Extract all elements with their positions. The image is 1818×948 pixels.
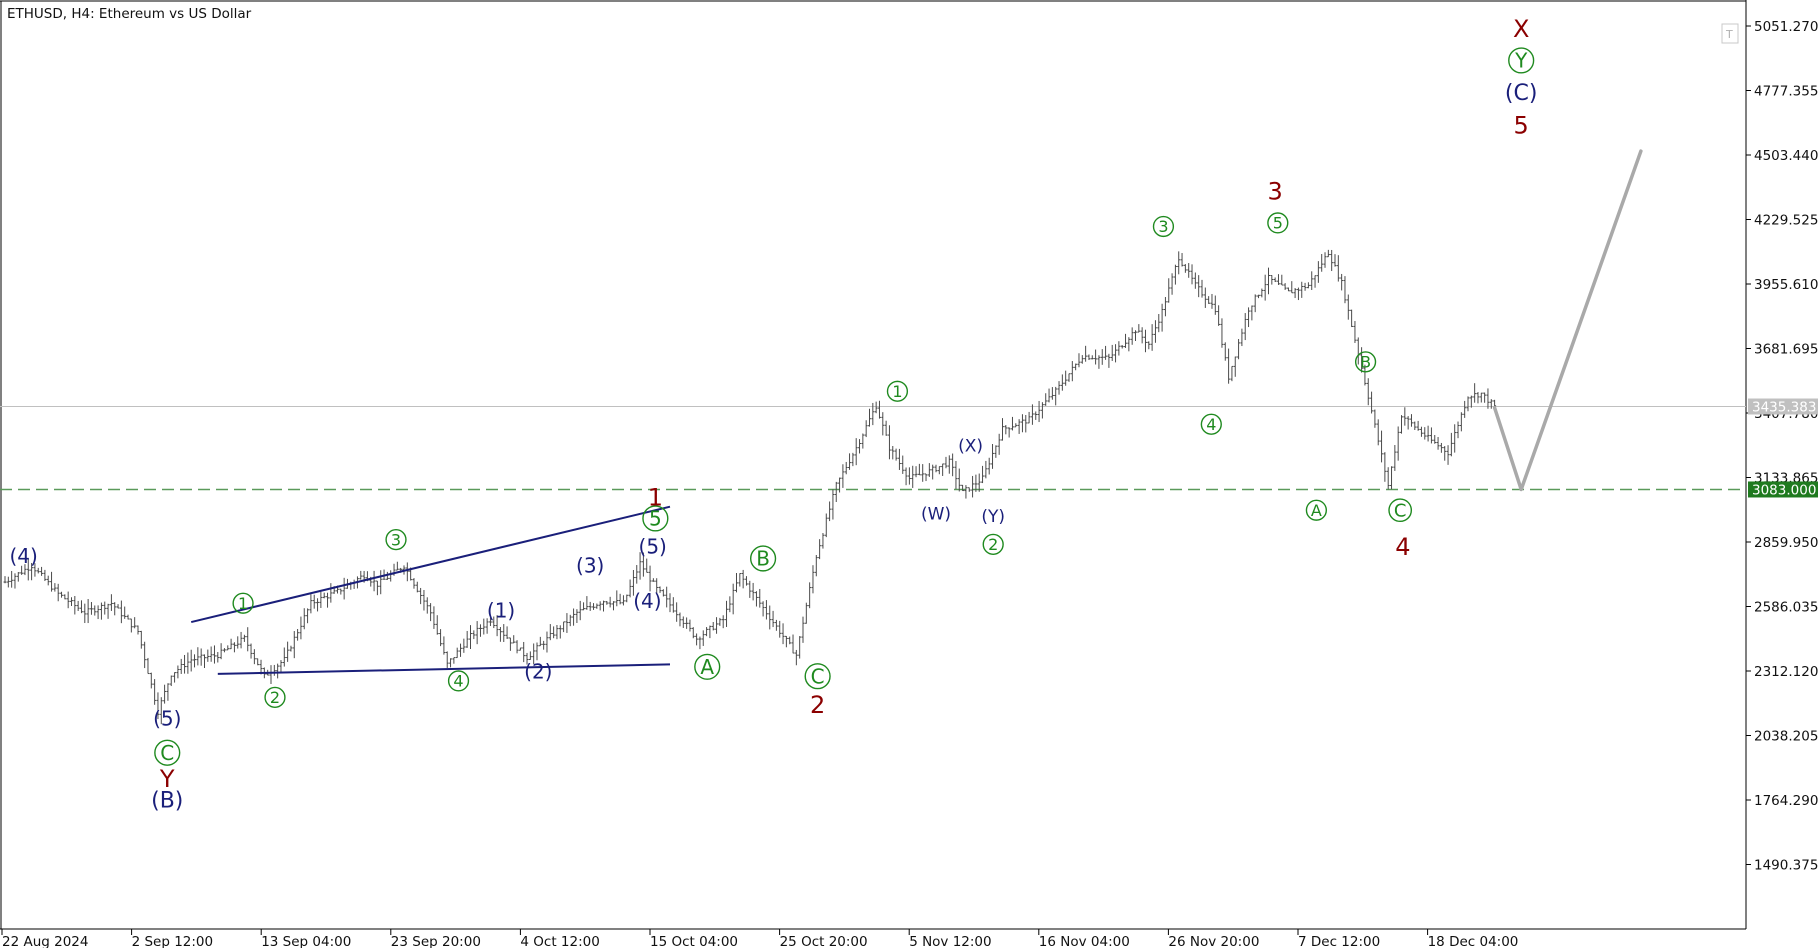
support-price-tag: 3083.000 — [1748, 481, 1818, 498]
wave-label: 3 — [391, 530, 401, 549]
time-tick-label: 2 Sep 12:00 — [132, 934, 214, 948]
wave-labels: (4)(5)CY(B)1234(1)(2)(3)(4)(5)51ABC21(W)… — [9, 15, 1537, 813]
wave-label-circle — [1200, 413, 1222, 435]
trendline[interactable] — [217, 663, 671, 675]
wave-label: X — [1513, 15, 1529, 43]
wave-label: (5) — [639, 535, 667, 559]
price-tick-label: 2859.950 — [1754, 535, 1818, 551]
price-tick-label: 3681.695 — [1754, 342, 1818, 358]
wave-label: C — [811, 664, 825, 688]
wave-label-circle — [264, 686, 286, 709]
current-price-tag: 3435.383 — [1748, 398, 1818, 416]
time-tick-label: 4 Oct 12:00 — [520, 934, 599, 948]
wave-label-circle — [1354, 351, 1377, 373]
wave-label: 5 — [649, 507, 662, 531]
wave-label: 5 — [1273, 214, 1283, 233]
wave-label: Y — [1514, 49, 1528, 73]
price-axis: 5051.270 4777.355 4503.440 4229.525 3955.610… — [1746, 19, 1818, 874]
wave-label-circle — [1152, 215, 1175, 238]
wave-label-circle — [1508, 47, 1535, 74]
time-axis: 22 Aug 2024 2 Sep 12:00 13 Sep 04:00 23 Sep… — [1, 929, 1519, 948]
price-tick-label: 4777.355 — [1754, 84, 1818, 100]
wave-label: Y — [159, 765, 175, 793]
svg-text:3435.383: 3435.383 — [1752, 400, 1816, 416]
price-tick-label: 2312.120 — [1754, 664, 1818, 680]
wave-label: (X) — [958, 436, 983, 456]
time-tick-label: 25 Oct 20:00 — [780, 934, 868, 948]
wave-label: 3 — [1268, 178, 1283, 206]
wave-label: 2 — [270, 688, 280, 707]
wave-label-circle — [642, 505, 669, 532]
price-tick-label: 1764.290 — [1754, 793, 1818, 809]
wave-label: 1 — [892, 382, 902, 401]
wave-label: 1 — [648, 484, 663, 512]
price-tick-label: 2586.035 — [1754, 600, 1818, 616]
price-tick-label: 2038.205 — [1754, 729, 1818, 745]
chart-title: ETHUSD, H4: Ethereum vs US Dollar — [7, 6, 252, 22]
wave-label: 2 — [810, 691, 825, 719]
time-tick-label: 23 Sep 20:00 — [391, 934, 481, 948]
trendlines[interactable] — [190, 505, 671, 675]
wave-label-circle — [154, 739, 181, 766]
price-tick-label: 1490.375 — [1754, 858, 1818, 874]
time-tick-label: 22 Aug 2024 — [2, 934, 88, 948]
wave-label: C — [160, 741, 174, 765]
wave-label: (W) — [921, 505, 951, 525]
wave-label: 2 — [988, 535, 998, 554]
wave-label-circle — [447, 670, 470, 692]
wave-label: (Y) — [981, 507, 1005, 527]
time-tick-label: 18 Dec 04:00 — [1428, 934, 1519, 948]
wave-label: (B) — [151, 789, 183, 814]
wave-label: (4) — [633, 589, 661, 613]
time-tick-label: 13 Sep 04:00 — [261, 934, 351, 948]
wave-label: 3 — [1158, 217, 1168, 236]
chart-corner-button[interactable]: T — [1721, 23, 1739, 44]
corner-button-label: T — [1725, 28, 1733, 41]
wave-label: (1) — [487, 598, 515, 622]
wave-label: (4) — [9, 544, 37, 568]
wave-label-circle — [694, 653, 721, 680]
wave-label: A — [700, 655, 714, 679]
wave-label: C — [1394, 501, 1407, 522]
wave-label-circle — [232, 592, 254, 614]
svg-text:3083.000: 3083.000 — [1752, 482, 1816, 498]
price-tick-label: 3955.610 — [1754, 277, 1818, 293]
wave-label-circle — [1388, 498, 1413, 523]
wave-label: 1 — [238, 594, 248, 613]
trendline[interactable] — [190, 505, 671, 624]
wave-label: 4 — [453, 672, 463, 691]
wave-label-circle — [385, 529, 407, 551]
time-tick-label: 15 Oct 04:00 — [650, 934, 738, 948]
forecast-path — [1492, 149, 1643, 492]
wave-label: 4 — [1206, 415, 1216, 434]
wave-label: (2) — [524, 659, 552, 683]
wave-label-circle — [1305, 499, 1327, 521]
wave-label-circle — [804, 663, 831, 690]
wave-label: 5 — [1514, 112, 1529, 140]
time-tick-label: 16 Nov 04:00 — [1039, 934, 1130, 948]
wave-label: B — [756, 547, 770, 571]
wave-label: (C) — [1505, 81, 1538, 106]
time-tick-label: 5 Nov 12:00 — [909, 934, 991, 948]
price-tick-label: 4229.525 — [1754, 213, 1818, 229]
wave-label-circle — [749, 545, 777, 572]
wave-label-circle — [982, 533, 1004, 555]
wave-label: A — [1311, 501, 1322, 520]
wave-label-circle — [886, 380, 909, 402]
candlestick-series — [3, 249, 1497, 725]
wave-label-circle — [1267, 212, 1289, 234]
wave-label: (5) — [153, 707, 181, 731]
wave-label: 4 — [1395, 533, 1410, 561]
wave-label: (3) — [576, 554, 604, 578]
price-tick-label: 5051.270 — [1754, 19, 1818, 35]
time-tick-label: 7 Dec 12:00 — [1298, 934, 1380, 948]
time-tick-label: 26 Nov 20:00 — [1168, 934, 1259, 948]
price-tick-label: 4503.440 — [1754, 148, 1818, 164]
wave-label: B — [1360, 353, 1371, 372]
